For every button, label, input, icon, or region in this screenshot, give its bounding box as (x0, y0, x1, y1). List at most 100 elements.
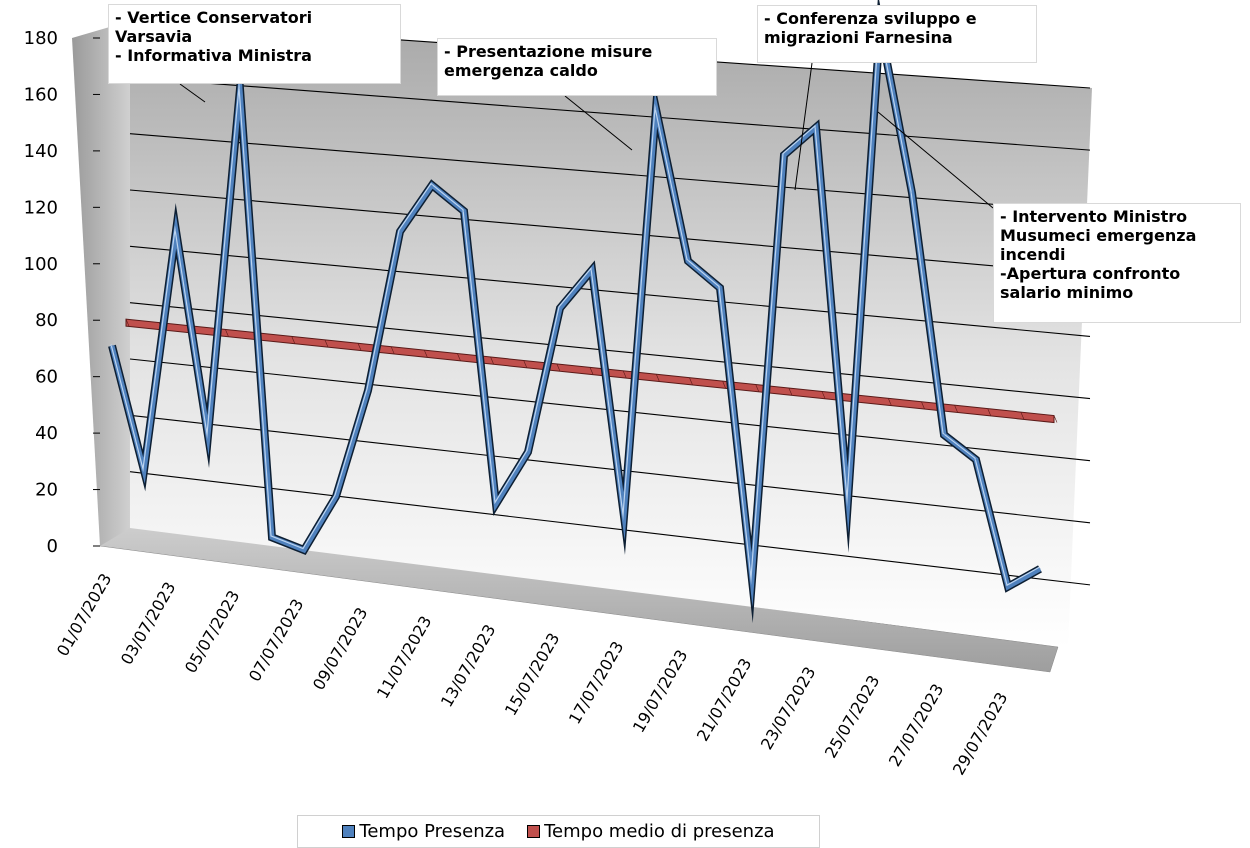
average-segment-mark (291, 336, 295, 344)
x-tick-label: 17/07/2023 (565, 638, 628, 727)
data-point (623, 515, 625, 517)
data-point (271, 536, 273, 538)
x-tick-label: 21/07/2023 (693, 655, 756, 744)
average-segment-mark (722, 380, 726, 389)
annotation-line: salario minimo (1000, 283, 1134, 302)
annotation-line: emergenza caldo (444, 61, 598, 80)
annotation-line: - Presentazione misure (444, 42, 653, 61)
x-tick-label: 11/07/2023 (373, 613, 436, 702)
average-line (125, 318, 1055, 424)
data-point (207, 435, 209, 437)
average-segment-mark (523, 360, 527, 368)
average-segment-mark (589, 367, 594, 375)
annotation-line: - Conferenza sviluppo e (764, 9, 977, 28)
data-point (143, 470, 145, 472)
data-point (367, 390, 369, 392)
y-tick-label: 20 (35, 480, 58, 501)
annotation-box: - Presentazione misure emergenza caldo (437, 38, 717, 96)
average-segment-mark (125, 319, 130, 327)
average-segment-mark (324, 339, 329, 347)
average-segment-mark (689, 377, 693, 385)
legend-swatch-blue (342, 825, 356, 838)
annotation-line: Varsavia (115, 27, 193, 46)
y-tick-label: 100 (24, 254, 58, 275)
annotation-line: - Vertice Conservatori (115, 8, 313, 27)
data-point (399, 231, 401, 233)
x-tick-label: 27/07/2023 (885, 680, 948, 769)
data-point (687, 260, 689, 262)
y-tick-label: 80 (35, 310, 58, 331)
y-tick-label: 180 (24, 28, 58, 49)
data-point (239, 88, 241, 90)
average-segment-mark (1053, 415, 1058, 423)
data-point (591, 269, 593, 271)
data-point (911, 192, 913, 194)
average-segment-mark (788, 387, 793, 396)
x-tick-label: 09/07/2023 (309, 604, 372, 693)
gridline (129, 414, 1091, 524)
leader-line (179, 83, 206, 103)
annotation-box: - Conferenza sviluppo e migrazioni Farne… (757, 5, 1037, 63)
data-point (655, 108, 657, 110)
data-point (943, 434, 945, 436)
x-tick-label: 19/07/2023 (629, 646, 692, 735)
average-segment-mark (357, 343, 362, 351)
data-point (303, 549, 305, 551)
y-tick-label: 160 (24, 84, 58, 105)
x-tick-label: 03/07/2023 (117, 579, 180, 668)
annotation-box: - Intervento Ministro Musumeci emergenza… (993, 203, 1241, 323)
leader-line (564, 95, 633, 151)
data-point (527, 451, 529, 453)
y-axis-ticks: 0 20 40 60 80 100 120 140 160 180 (24, 28, 100, 557)
legend-item-series-1: Tempo Presenza (342, 821, 505, 842)
leader-line (794, 62, 813, 191)
y-tick-label: 40 (35, 423, 58, 444)
annotation-line: -Apertura confronto (1000, 264, 1181, 283)
average-segment-mark (556, 363, 561, 372)
average-segment-mark (1020, 411, 1025, 420)
leader-line (877, 111, 994, 209)
data-point (175, 230, 177, 232)
average-segment-mark (424, 350, 428, 358)
x-tick-label: 05/07/2023 (181, 587, 244, 676)
data-point (751, 579, 753, 581)
x-tick-label: 25/07/2023 (821, 672, 884, 761)
y-tick-label: 120 (24, 197, 58, 218)
average-segment-mark (390, 346, 395, 354)
gridline (129, 189, 1091, 275)
data-point (719, 287, 721, 289)
gridline (129, 471, 1091, 586)
average-segment-mark (656, 374, 660, 382)
average-segment-mark (622, 370, 627, 378)
data-point (815, 126, 817, 128)
average-segment-mark (888, 398, 892, 406)
gridline (129, 76, 1091, 151)
data-point (335, 495, 337, 497)
annotation-line: incendi (1000, 245, 1066, 264)
average-segment-mark (225, 329, 229, 337)
average-segment-mark (821, 391, 826, 399)
x-tick-label: 23/07/2023 (757, 663, 820, 752)
data-point (783, 154, 785, 156)
annotation-line: Musumeci emergenza (1000, 226, 1197, 245)
data-point (431, 184, 433, 186)
annotation-leader-lines (179, 62, 994, 209)
annotation-line: - Informativa Ministra (115, 46, 312, 65)
side-wall (72, 21, 130, 546)
legend: Tempo Presenza Tempo medio di presenza (297, 815, 820, 848)
annotation-line: - Intervento Ministro (1000, 207, 1188, 226)
data-point (559, 307, 561, 309)
average-segment-mark (954, 405, 958, 413)
data-point (847, 499, 849, 501)
legend-swatch-red (527, 825, 541, 838)
data-point (111, 345, 113, 347)
data-point (463, 210, 465, 212)
x-tick-label: 29/07/2023 (949, 689, 1012, 778)
x-tick-label: 01/07/2023 (53, 570, 116, 659)
legend-label: Tempo medio di presenza (544, 821, 775, 842)
average-segment-mark (987, 408, 991, 416)
y-tick-label: 0 (47, 536, 58, 557)
average-segment-mark (490, 356, 494, 365)
data-point (1007, 586, 1009, 588)
